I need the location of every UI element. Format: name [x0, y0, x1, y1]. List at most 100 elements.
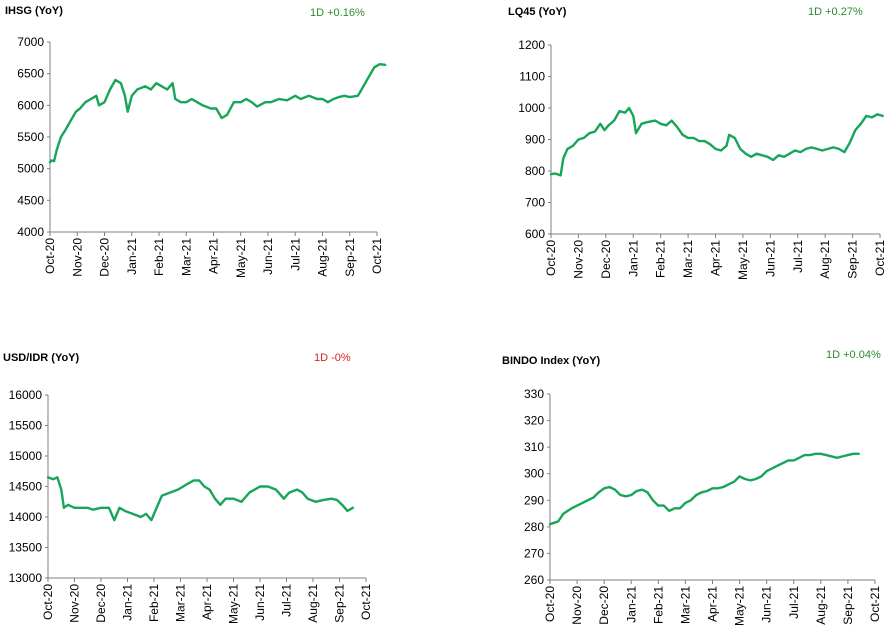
- chart-title: BINDO Index (YoY): [502, 355, 601, 367]
- y-tick-label: 1000: [518, 101, 545, 115]
- x-tick-label: Nov-20: [571, 240, 585, 279]
- x-tick-label: Jan-21: [125, 238, 139, 275]
- x-tick-label: May-21: [234, 238, 248, 278]
- x-tick-label: Feb-21: [152, 238, 166, 276]
- daily-change: 1D +0.27%: [808, 6, 863, 18]
- ihsg-panel: IHSG (YoY) 1D +0.16% 7000 6500 6000 5500 500…: [0, 0, 400, 290]
- x-tick-label: Sep-21: [333, 584, 347, 623]
- y-tick-label: 270: [524, 546, 544, 560]
- usdidr-chart: 16000155001500014500140001350013000Oct-2…: [9, 388, 373, 624]
- y-tick-label: 900: [525, 133, 545, 147]
- daily-change: 1D +0.04%: [826, 349, 881, 361]
- y-tick-label: 15500: [9, 419, 43, 433]
- y-tick-label: 7000: [17, 35, 44, 49]
- x-tick-label: May-21: [227, 584, 241, 624]
- x-tick-label: Jul-21: [288, 238, 302, 271]
- x-tick-label: Apr-21: [706, 586, 720, 622]
- chart-title: IHSG (YoY): [5, 5, 63, 17]
- x-tick-label: Dec-20: [98, 238, 112, 277]
- x-tick-label: Jan-21: [626, 240, 640, 277]
- y-tick-label: 15000: [9, 449, 43, 463]
- y-tick-label: 310: [524, 440, 544, 454]
- x-tick-label: Feb-21: [147, 584, 161, 622]
- x-tick-label: Aug-21: [814, 586, 828, 625]
- y-tick-label: 300: [524, 467, 544, 481]
- x-tick-label: Jun-21: [261, 238, 275, 275]
- x-tick-label: Apr-21: [207, 238, 221, 274]
- x-tick-label: Jan-21: [624, 586, 638, 623]
- x-tick-label: Sep-21: [846, 240, 860, 279]
- series-line: [549, 106, 884, 177]
- x-tick-label: Feb-21: [654, 240, 668, 278]
- y-tick-label: 6000: [17, 98, 44, 112]
- x-tick-label: Jul-21: [280, 584, 294, 617]
- x-tick-label: Aug-21: [818, 240, 832, 279]
- y-tick-label: 13500: [9, 541, 43, 555]
- x-tick-label: Jun-21: [763, 240, 777, 277]
- daily-change: 1D -0%: [314, 352, 351, 364]
- y-tick-label: 290: [524, 493, 544, 507]
- x-tick-label: Dec-20: [599, 240, 613, 279]
- chart-title: LQ45 (YoY): [508, 6, 567, 18]
- series-line: [548, 452, 860, 526]
- x-tick-label: Mar-21: [678, 586, 692, 624]
- y-tick-label: 800: [525, 164, 545, 178]
- lq45-panel: LQ45 (YoY) 1D +0.27% 1200 1100 1000 900 800 7…: [500, 0, 889, 290]
- y-tick-label: 13000: [9, 571, 43, 585]
- y-tick-label: 14500: [9, 480, 43, 494]
- x-tick-label: Nov-20: [570, 586, 584, 625]
- x-tick-label: Jan-21: [121, 584, 135, 621]
- x-tick-label: Dec-20: [597, 586, 611, 625]
- y-tick-label: 16000: [9, 388, 43, 402]
- y-tick-label: 5500: [17, 130, 44, 144]
- usdidr-panel: USD/IDR (YoY) 1D -0% 16000 15500 15000 1450…: [0, 345, 400, 639]
- y-tick-label: 320: [524, 414, 544, 428]
- y-tick-label: 4500: [17, 193, 44, 207]
- x-tick-label: Jul-21: [787, 586, 801, 619]
- x-tick-label: Apr-21: [709, 240, 723, 276]
- y-tick-label: 1200: [518, 38, 545, 52]
- x-tick-label: Oct-21: [370, 238, 384, 274]
- x-tick-label: Oct-21: [868, 586, 882, 622]
- chart-title: USD/IDR (YoY): [3, 352, 80, 364]
- x-tick-label: Mar-21: [174, 584, 188, 622]
- bindo-panel: BINDO Index (YoY) 1D +0.04% 330 320 310 300…: [500, 345, 889, 639]
- x-tick-label: Sep-21: [343, 238, 357, 277]
- x-tick-label: Jul-21: [791, 240, 805, 273]
- daily-change: 1D +0.16%: [310, 7, 365, 19]
- x-tick-label: May-21: [736, 240, 750, 280]
- x-tick-label: Oct-20: [41, 584, 55, 620]
- y-tick-label: 1100: [519, 70, 545, 84]
- x-tick-label: Jun-21: [253, 584, 267, 621]
- x-tick-label: Oct-20: [544, 240, 558, 276]
- y-tick-label: 5000: [17, 162, 44, 176]
- y-tick-label: 4000: [17, 225, 44, 239]
- x-tick-label: Sep-21: [841, 586, 855, 625]
- x-tick-label: Dec-20: [94, 584, 108, 623]
- y-tick-label: 600: [525, 227, 545, 241]
- x-tick-label: Oct-20: [543, 586, 557, 622]
- x-tick-label: Oct-21: [359, 584, 373, 620]
- y-tick-label: 260: [524, 573, 544, 587]
- y-tick-label: 280: [524, 520, 544, 534]
- x-tick-label: Apr-21: [200, 584, 214, 620]
- series-line: [48, 62, 387, 164]
- x-tick-label: Feb-21: [651, 586, 665, 624]
- x-tick-label: Oct-20: [43, 238, 57, 274]
- x-tick-label: Oct-21: [873, 240, 887, 276]
- y-tick-label: 700: [525, 196, 545, 210]
- series-line: [46, 476, 354, 522]
- x-tick-label: Aug-21: [306, 584, 320, 623]
- y-tick-label: 14000: [9, 510, 43, 524]
- x-tick-label: Mar-21: [681, 240, 695, 278]
- y-tick-label: 6500: [17, 67, 44, 81]
- x-tick-label: Nov-20: [68, 584, 82, 623]
- x-tick-label: Jun-21: [760, 586, 774, 623]
- y-tick-label: 330: [524, 387, 544, 401]
- x-tick-label: Nov-20: [70, 238, 84, 277]
- x-tick-label: Aug-21: [316, 238, 330, 277]
- x-tick-label: May-21: [733, 586, 747, 626]
